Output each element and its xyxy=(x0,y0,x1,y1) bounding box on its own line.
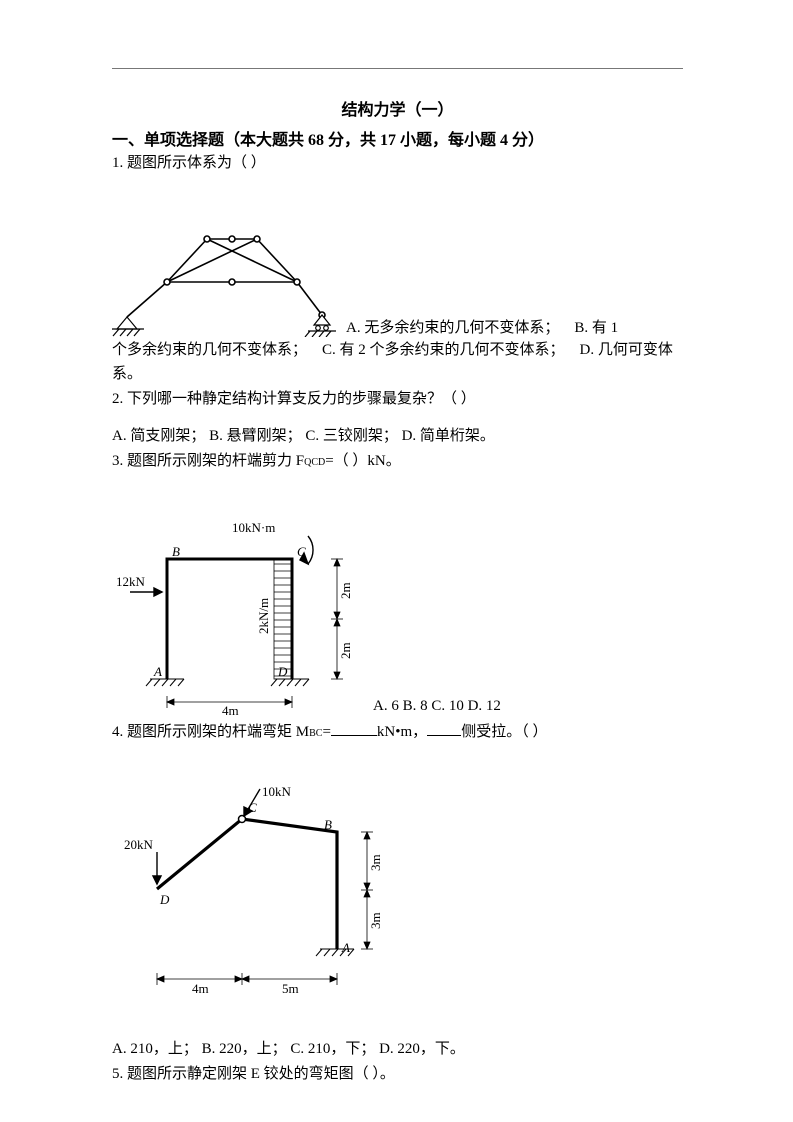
q4-stem: 4. 题图所示刚架的杆端弯矩 MBC=kN•m，侧受拉。（ ） xyxy=(112,721,683,744)
q3-stem: 3. 题图所示刚架的杆端剪力 FQCD=（ ）kN。 xyxy=(112,450,683,473)
q1-svg xyxy=(112,207,342,337)
page-title: 结构力学（一） xyxy=(112,96,683,120)
q3-distload-label: 2kN/m xyxy=(256,597,271,633)
q2-options: A. 简支刚架； B. 悬臂刚架； C. 三铰刚架； D. 简单桁架。 xyxy=(112,425,683,448)
q4-h2-label: 3m xyxy=(368,912,383,929)
q4-figure: C B D A 10kN 20kN xyxy=(112,774,683,1004)
q4-h1-label: 3m xyxy=(368,854,383,871)
q1-optA: A. 无多余约束的几何不变体系； xyxy=(346,320,559,336)
q4-label-B: B xyxy=(324,817,332,832)
q3-stem-prefix: 3. 题图所示刚架的杆端剪力 F xyxy=(112,453,304,469)
q3-svg: B C A D xyxy=(112,504,367,719)
top-rule xyxy=(112,68,683,69)
q3-moment-label: 10kN·m xyxy=(232,520,275,535)
q4-p1-label: 10kN xyxy=(262,784,292,799)
q4-tail: 侧受拉。（ ） xyxy=(461,724,547,740)
q3-label-D: D xyxy=(277,664,288,679)
q4-span1-label: 4m xyxy=(192,981,209,996)
q4-stem-mid: = xyxy=(322,724,330,740)
q3-options: A. 6 B. 8 C. 10 D. 12 xyxy=(373,698,501,715)
section-heading: 一、单项选择题（本大题共 68 分，共 17 小题，每小题 4 分） xyxy=(112,126,683,150)
q3-label-B: B xyxy=(172,544,180,559)
q4-unit2: m， xyxy=(401,724,428,740)
q3-label-A: A xyxy=(153,664,162,679)
q3-stem-sub: QCD xyxy=(304,457,325,468)
q1-optB-line2: 个多余约束的几何不变体系； xyxy=(112,342,307,358)
q4-label-D: D xyxy=(159,892,170,907)
q3-h2-label: 2m xyxy=(338,642,353,659)
q1-stem: 1. 题图所示体系为（ ） xyxy=(112,152,683,175)
q3-hforce-label: 12kN xyxy=(116,574,146,589)
q1-optA-inline: A. 无多余约束的几何不变体系； B. 有 1 xyxy=(346,316,618,337)
q2-stem: 2. 下列哪一种静定结构计算支反力的步骤最复杂？（ ） xyxy=(112,388,683,411)
q4-stem-sub: BC xyxy=(309,728,322,739)
q1-optB-prefix: B. 有 1 xyxy=(574,320,618,336)
q3-stem-suffix: =（ ）kN。 xyxy=(325,453,401,469)
q1-figure: A. 无多余约束的几何不变体系； B. 有 1 xyxy=(112,207,683,337)
q5-stem: 5. 题图所示静定刚架 E 铰处的弯矩图（ ）。 xyxy=(112,1063,683,1086)
q1-optC: C. 有 2 个多余约束的几何不变体系； xyxy=(322,342,565,358)
q4-svg: C B D A 10kN 20kN xyxy=(112,774,402,1004)
q3-h1-label: 2m xyxy=(338,582,353,599)
q3-figure: B C A D xyxy=(112,504,683,719)
q4-p2-label: 20kN xyxy=(124,837,154,852)
q4-blank2-underline xyxy=(427,721,461,736)
q4-unit1: kN xyxy=(377,724,395,740)
q4-span2-label: 5m xyxy=(282,981,299,996)
q4-options: A. 210，上； B. 220，上； C. 210，下； D. 220，下。 xyxy=(112,1038,683,1061)
q4-stem-prefix: 4. 题图所示刚架的杆端弯矩 M xyxy=(112,724,309,740)
q3-span-label: 4m xyxy=(222,703,239,718)
q4-blank1-underline xyxy=(331,721,377,736)
q1-optB-line2-row: 个多余约束的几何不变体系； C. 有 2 个多余约束的几何不变体系； D. 几何… xyxy=(112,339,683,386)
